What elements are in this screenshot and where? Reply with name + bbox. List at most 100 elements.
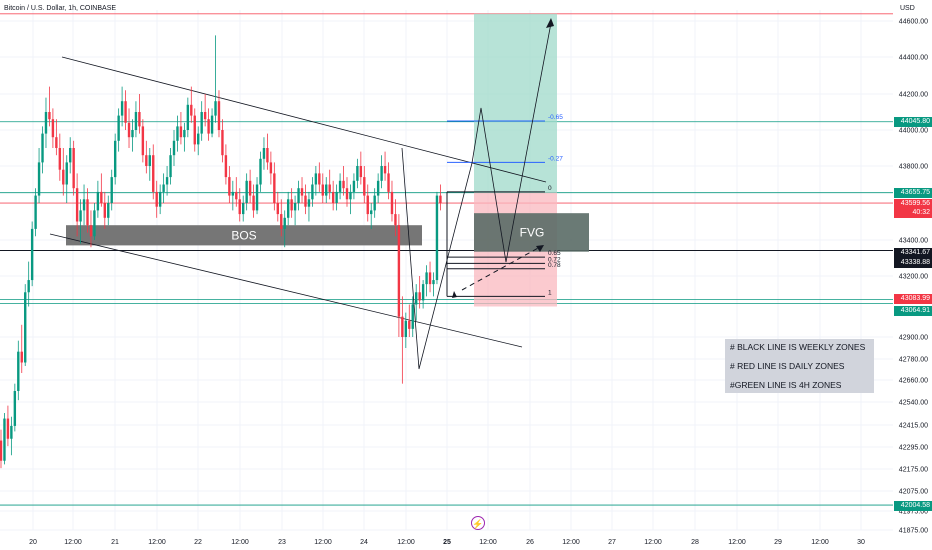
candle-body-76 — [262, 148, 266, 159]
candle-body-103 — [356, 166, 359, 181]
candle-body-20 — [69, 148, 72, 163]
chart-title: Bitcoin / U.S. Dollar, 1h, COINBASE — [4, 5, 117, 12]
x-tick-label-5: 12:00 — [231, 539, 249, 546]
candle-body-55 — [190, 104, 193, 116]
candle-body-62 — [214, 101, 217, 116]
candle-body-96 — [331, 191, 335, 203]
candle-body-67 — [231, 191, 235, 196]
note-weekly: # BLACK LINE IS WEEKLY ZONES — [730, 342, 866, 352]
candle-body-6 — [20, 351, 23, 363]
candle-body-72 — [248, 180, 252, 196]
candle-body-5 — [17, 351, 20, 391]
candle-body-60 — [207, 119, 210, 134]
y-tick-label-2: 44200.00 — [899, 92, 928, 99]
candle-body-98 — [338, 180, 342, 192]
candle-body-57 — [197, 133, 200, 145]
notes-box: # BLACK LINE IS WEEKLY ZONES # RED LINE … — [725, 339, 874, 393]
candle-body-0 — [0, 440, 3, 461]
y-tick-label-3: 44000.00 — [899, 128, 928, 135]
candle-body-90 — [311, 184, 314, 200]
candle-body-63 — [217, 101, 221, 130]
candle-body-40 — [138, 112, 141, 127]
candle-body-13 — [44, 112, 48, 134]
candle-body-14 — [48, 112, 51, 120]
candle-body-75 — [259, 158, 262, 185]
candle-body-115 — [397, 225, 401, 317]
candle-body-112 — [387, 173, 390, 192]
candle-body-46 — [158, 191, 162, 207]
projection-dashed — [461, 246, 541, 291]
candle-body-4 — [13, 391, 17, 426]
x-tick-label-14: 27 — [608, 539, 616, 546]
fib-blue-label-0: -0.65 — [548, 114, 563, 121]
candle-body-36 — [124, 101, 127, 123]
lightning-icon[interactable]: ⚡ — [471, 516, 485, 530]
candle-body-1 — [3, 418, 6, 461]
candle-body-117 — [404, 320, 408, 337]
candle-body-65 — [224, 155, 228, 178]
x-tick-label-13: 12:00 — [562, 539, 580, 546]
fib-black-label-2: 0.72 — [548, 256, 561, 263]
candle-body-70 — [242, 203, 245, 215]
candle-body-69 — [238, 199, 241, 215]
y-tick-label-15: 42075.00 — [899, 489, 928, 496]
fib-black-label-0: 0 — [548, 185, 552, 192]
candle-body-16 — [55, 137, 58, 148]
x-tick-label-11: 12:00 — [479, 539, 497, 546]
candle-body-17 — [58, 148, 62, 170]
fib-black-label-3: 0.78 — [548, 262, 561, 269]
target-zone — [474, 13, 557, 193]
candle-body-86 — [297, 188, 300, 203]
candle-body-33 — [113, 140, 117, 178]
y-tick-label-16: 41975.00 — [899, 509, 928, 516]
x-tick-label-18: 29 — [774, 539, 782, 546]
candle-body-53 — [183, 130, 186, 138]
candle-body-102 — [352, 180, 356, 192]
x-tick-label-1: 12:00 — [64, 539, 82, 546]
projection-arrowhead — [546, 18, 554, 28]
y-tick-label-1: 44400.00 — [899, 55, 928, 62]
candle-body-50 — [172, 140, 176, 156]
candle-body-27 — [93, 210, 96, 237]
candle-body-118 — [408, 320, 411, 329]
x-tick-label-15: 12:00 — [644, 539, 662, 546]
candle-body-44 — [152, 155, 155, 192]
candle-body-114 — [394, 214, 397, 226]
candle-body-64 — [221, 130, 224, 156]
x-tick-label-19: 12:00 — [811, 539, 829, 546]
candle-body-11 — [37, 162, 41, 196]
y-tick-label-4: 43800.00 — [899, 164, 928, 171]
x-tick-label-12: 26 — [526, 539, 534, 546]
candle-body-39 — [134, 112, 138, 130]
x-tick-label-17: 12:00 — [728, 539, 746, 546]
candle-body-116 — [401, 316, 404, 337]
candle-body-99 — [342, 180, 345, 189]
x-tick-label-10: 25 — [443, 539, 451, 546]
x-tick-label-2: 21 — [111, 539, 119, 546]
y-tick-label-6: 43400.00 — [899, 238, 928, 245]
candle-body-125 — [432, 280, 435, 285]
x-tick-label-4: 22 — [194, 539, 202, 546]
candle-body-38 — [131, 130, 134, 138]
note-daily: # RED LINE IS DAILY ZONES — [730, 361, 845, 371]
entry-arrowhead — [452, 291, 457, 298]
candle-body-26 — [89, 225, 93, 237]
price-tag: 42004.58 — [894, 501, 932, 511]
candle-body-123 — [425, 272, 428, 285]
candle-body-126 — [435, 195, 439, 281]
candle-body-88 — [304, 195, 307, 207]
candle-body-104 — [359, 166, 363, 178]
candle-body-2 — [6, 418, 10, 439]
candle-body-43 — [148, 155, 151, 166]
candle-body-48 — [165, 177, 169, 185]
bos-zone — [66, 225, 422, 246]
price-tag: 43341.67 — [894, 248, 932, 258]
x-tick-label-20: 30 — [857, 539, 865, 546]
y-tick-label-9: 42780.00 — [899, 357, 928, 364]
candle-body-109 — [376, 180, 380, 196]
candle-body-95 — [328, 184, 331, 192]
candle-body-71 — [245, 180, 248, 203]
channel-upper-line — [61, 56, 547, 183]
price-tag: 43338.88 — [894, 258, 932, 268]
